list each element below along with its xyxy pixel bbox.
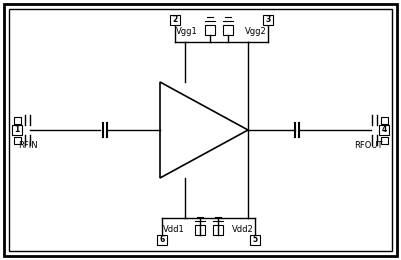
Bar xyxy=(170,15,180,25)
Bar xyxy=(223,25,233,35)
Bar xyxy=(213,225,223,235)
Bar xyxy=(381,136,387,144)
Text: 3: 3 xyxy=(265,16,271,24)
Bar xyxy=(263,15,273,25)
Bar xyxy=(379,125,389,135)
Text: 2: 2 xyxy=(172,16,178,24)
Bar xyxy=(14,116,20,124)
Bar xyxy=(14,136,20,144)
Text: 5: 5 xyxy=(253,236,257,244)
Bar xyxy=(250,235,260,245)
Text: Vgg2: Vgg2 xyxy=(245,27,267,36)
Text: 4: 4 xyxy=(381,126,387,134)
Text: 6: 6 xyxy=(159,236,165,244)
Bar xyxy=(381,116,387,124)
Text: 1: 1 xyxy=(14,126,20,134)
Text: Vdd1: Vdd1 xyxy=(163,224,185,233)
Bar xyxy=(12,125,22,135)
Bar xyxy=(195,225,205,235)
Text: RFOUT: RFOUT xyxy=(354,140,383,150)
Bar xyxy=(205,25,215,35)
Text: RFIN: RFIN xyxy=(18,140,38,150)
Text: Vgg1: Vgg1 xyxy=(176,27,198,36)
Text: Vdd2: Vdd2 xyxy=(232,224,254,233)
Bar xyxy=(157,235,167,245)
